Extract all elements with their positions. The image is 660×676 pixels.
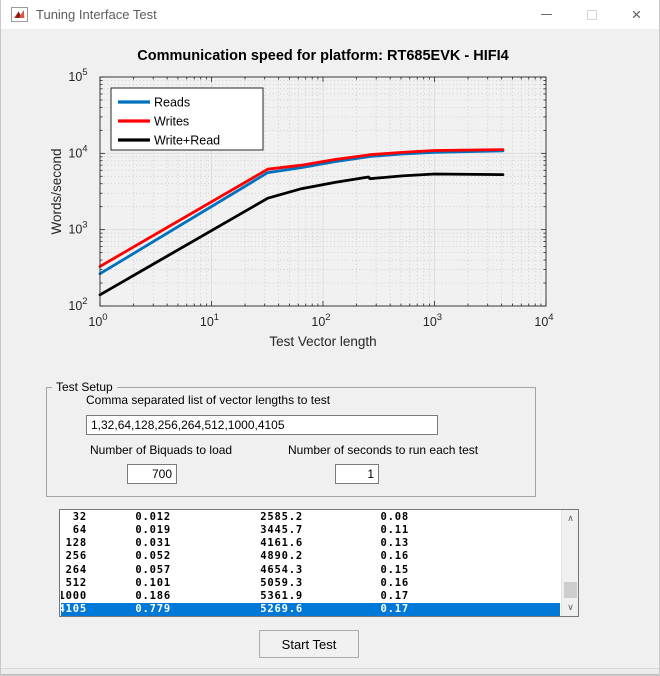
cell: 1000 (61, 590, 87, 602)
cell: 0.08 (380, 510, 409, 523)
legend: Reads Writes Write+Read (110, 87, 264, 151)
close-icon: × (631, 5, 642, 24)
cell: 0.052 (135, 550, 171, 563)
cell: 5269.6 (260, 603, 303, 616)
legend-label: Write+Read (154, 134, 220, 148)
biquads-input[interactable] (127, 464, 177, 484)
x-tick-label: 101 (200, 312, 219, 329)
y-tick-label: 105 (68, 67, 87, 84)
table-row[interactable]: 128 0.031 4161.6 0.13 (61, 537, 560, 550)
cell: 0.17 (380, 590, 409, 602)
cell: 0.057 (135, 563, 171, 576)
table-row[interactable]: 256 0.052 4890.2 0.16 (61, 550, 560, 563)
x-tick-label: 103 (423, 312, 442, 329)
series-line-write-read (98, 172, 505, 297)
table-row[interactable]: 4105 0.779 5269.6 0.17 (61, 602, 560, 616)
vector-lengths-label: Comma separated list of vector lengths t… (86, 393, 331, 407)
cell: 0.101 (135, 576, 171, 589)
table-row[interactable]: 512 0.101 5059.3 0.16 (61, 576, 560, 589)
cell: 4161.6 (260, 537, 303, 549)
titlebar: Tuning Interface Test × (1, 0, 659, 30)
window-bottom-edge (1, 668, 659, 675)
seconds-label: Number of seconds to run each test (288, 443, 479, 457)
cell: 2585.2 (260, 510, 303, 523)
cell: 4654.3 (260, 563, 303, 576)
table-row[interactable]: 64 0.019 3445.7 0.11 (61, 523, 560, 536)
scroll-down-button[interactable]: ∨ (567, 602, 574, 613)
y-tick-label: 103 (68, 220, 87, 237)
cell: 0.186 (135, 590, 171, 602)
x-tick-label: 104 (534, 312, 553, 329)
speed-chart: 100 101 102 103 104 102 103 104 105 Communication… (49, 48, 554, 349)
cell: 0.15 (380, 563, 409, 576)
cell: 5059.3 (260, 576, 303, 589)
matlab-app-icon (11, 7, 28, 22)
cell: 128 (65, 537, 87, 549)
cell: 4890.2 (260, 550, 303, 563)
cell: 0.13 (380, 537, 409, 549)
results-rows: 32 0.012 2585.2 0.08 64 0.019 3445.7 0.11 128 0.0… (61, 510, 560, 616)
results-listbox[interactable]: 32 0.012 2585.2 0.08 64 0.019 3445.7 0.11 128 0.0… (59, 509, 579, 617)
cell: 0.11 (380, 523, 409, 536)
minimize-icon (541, 14, 552, 15)
cell: 0.019 (135, 523, 171, 536)
cell: 0.031 (135, 537, 171, 549)
vector-lengths-input[interactable] (86, 415, 438, 435)
test-setup-group-label: Test Setup (52, 380, 117, 394)
y-axis-label: Words/second (49, 148, 64, 234)
minimize-button[interactable] (524, 0, 569, 29)
table-row[interactable]: 264 0.057 4654.3 0.15 (61, 563, 560, 576)
cell: 32 (72, 510, 87, 523)
scroll-up-button[interactable]: ∧ (567, 513, 574, 524)
series-line-writes (98, 148, 505, 268)
maximize-icon (586, 9, 597, 20)
cell: 0.012 (135, 510, 171, 523)
cell: 3445.7 (260, 523, 303, 536)
scroll-thumb[interactable] (564, 582, 577, 598)
x-axis-label: Test Vector length (269, 334, 376, 349)
cell: 264 (65, 563, 87, 576)
cell: 64 (72, 523, 87, 536)
y-tick-label: 102 (68, 296, 87, 313)
legend-label: Writes (154, 115, 189, 129)
window-controls: × (524, 0, 659, 29)
table-row[interactable]: 1000 0.186 5361.9 0.17 (61, 590, 560, 603)
cell: 4105 (61, 603, 87, 616)
close-button[interactable]: × (614, 0, 659, 29)
cell: 512 (65, 576, 87, 589)
cell: 5361.9 (260, 590, 303, 602)
x-tick-label: 102 (311, 312, 330, 329)
biquads-label: Number of Biquads to load (90, 443, 233, 457)
window-title: Tuning Interface Test (36, 7, 157, 22)
seconds-input[interactable] (335, 464, 379, 484)
y-tick-label: 104 (68, 143, 87, 160)
legend-label: Reads (154, 96, 190, 110)
cell: 0.779 (135, 603, 171, 616)
cell: 256 (65, 550, 87, 563)
start-test-button[interactable]: Start Test (259, 630, 359, 658)
cell: 0.16 (380, 576, 409, 589)
cell: 0.17 (380, 603, 409, 616)
series-line-reads (98, 149, 505, 276)
table-row[interactable]: 32 0.012 2585.2 0.08 (61, 510, 560, 523)
test-setup-group (46, 387, 536, 497)
x-tick-label: 100 (88, 312, 107, 329)
scrollbar[interactable]: ∧ ∨ (561, 510, 578, 616)
cell: 0.16 (380, 550, 409, 563)
maximize-button[interactable] (569, 0, 614, 29)
chart-title: Communication speed for platform: RT685E… (137, 48, 508, 64)
